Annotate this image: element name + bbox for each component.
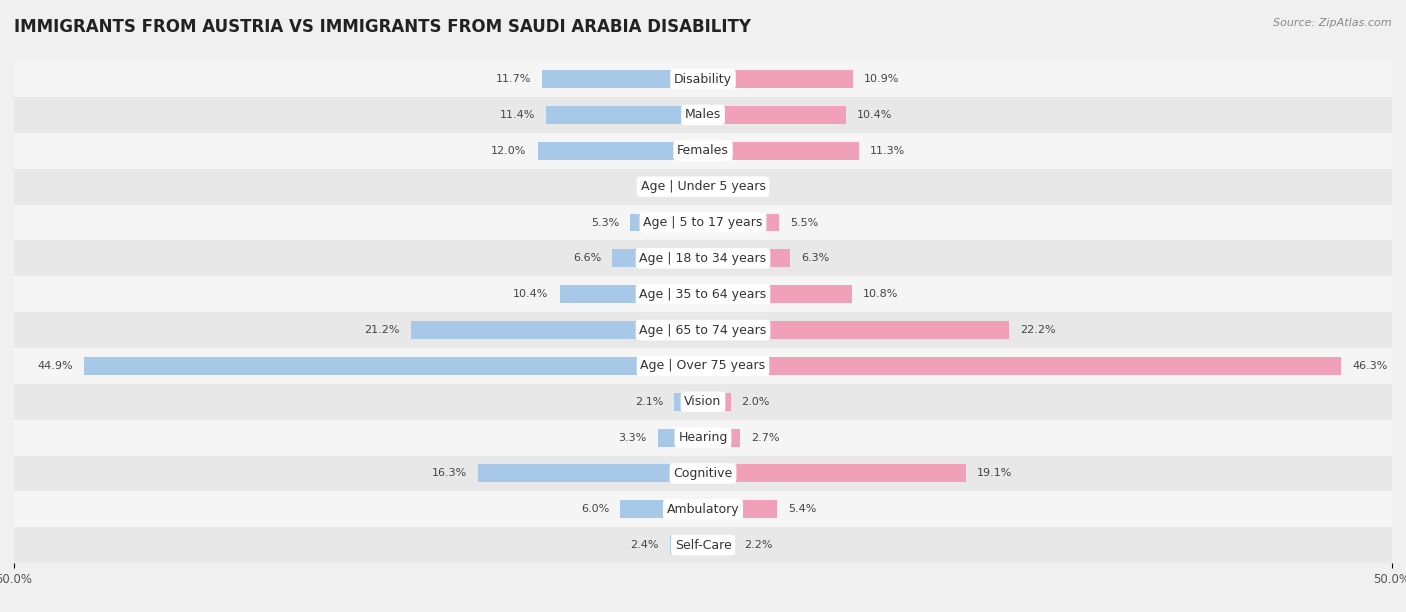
Text: 12.0%: 12.0% bbox=[491, 146, 527, 156]
Bar bbox=[546, 106, 703, 124]
Bar bbox=[703, 250, 790, 267]
Bar bbox=[14, 276, 1392, 312]
Text: 3.3%: 3.3% bbox=[619, 433, 647, 442]
Text: 2.2%: 2.2% bbox=[744, 540, 773, 550]
Bar bbox=[703, 177, 720, 196]
Bar bbox=[14, 97, 1392, 133]
Text: 44.9%: 44.9% bbox=[38, 361, 73, 371]
Text: 11.7%: 11.7% bbox=[495, 74, 531, 84]
Bar bbox=[703, 357, 1341, 375]
Text: 10.4%: 10.4% bbox=[513, 289, 548, 299]
Bar bbox=[703, 106, 846, 124]
Bar bbox=[703, 142, 859, 160]
Text: 6.0%: 6.0% bbox=[581, 504, 609, 514]
Text: 22.2%: 22.2% bbox=[1019, 325, 1056, 335]
Bar bbox=[703, 285, 852, 303]
Bar bbox=[541, 70, 703, 88]
Bar bbox=[14, 491, 1392, 527]
Text: Age | 5 to 17 years: Age | 5 to 17 years bbox=[644, 216, 762, 229]
Text: 1.2%: 1.2% bbox=[731, 182, 759, 192]
Text: 16.3%: 16.3% bbox=[432, 468, 467, 479]
Text: Self-Care: Self-Care bbox=[675, 539, 731, 551]
Bar bbox=[14, 384, 1392, 420]
Bar bbox=[673, 393, 703, 411]
Bar bbox=[478, 465, 703, 482]
Bar bbox=[703, 536, 734, 554]
Text: 11.3%: 11.3% bbox=[870, 146, 905, 156]
Text: 2.1%: 2.1% bbox=[634, 397, 664, 407]
Text: Age | Under 5 years: Age | Under 5 years bbox=[641, 180, 765, 193]
Text: 2.0%: 2.0% bbox=[741, 397, 770, 407]
Bar bbox=[703, 70, 853, 88]
Text: 21.2%: 21.2% bbox=[364, 325, 399, 335]
Bar bbox=[14, 61, 1392, 97]
Bar bbox=[703, 393, 731, 411]
Bar bbox=[84, 357, 703, 375]
Bar bbox=[703, 465, 966, 482]
Bar bbox=[14, 169, 1392, 204]
Text: Females: Females bbox=[678, 144, 728, 157]
Bar bbox=[537, 142, 703, 160]
Text: Age | 65 to 74 years: Age | 65 to 74 years bbox=[640, 324, 766, 337]
Text: 11.4%: 11.4% bbox=[499, 110, 534, 120]
Text: Hearing: Hearing bbox=[678, 431, 728, 444]
Text: Age | 18 to 34 years: Age | 18 to 34 years bbox=[640, 252, 766, 265]
Text: 10.8%: 10.8% bbox=[863, 289, 898, 299]
Text: Source: ZipAtlas.com: Source: ZipAtlas.com bbox=[1274, 18, 1392, 28]
Bar bbox=[14, 420, 1392, 455]
Text: Vision: Vision bbox=[685, 395, 721, 408]
Text: Age | Over 75 years: Age | Over 75 years bbox=[641, 359, 765, 372]
Text: 2.4%: 2.4% bbox=[630, 540, 659, 550]
Text: 5.4%: 5.4% bbox=[789, 504, 817, 514]
Bar bbox=[703, 214, 779, 231]
Text: 5.3%: 5.3% bbox=[591, 217, 619, 228]
Text: Cognitive: Cognitive bbox=[673, 467, 733, 480]
Text: 6.3%: 6.3% bbox=[801, 253, 830, 263]
Text: IMMIGRANTS FROM AUSTRIA VS IMMIGRANTS FROM SAUDI ARABIA DISABILITY: IMMIGRANTS FROM AUSTRIA VS IMMIGRANTS FR… bbox=[14, 18, 751, 36]
Text: Males: Males bbox=[685, 108, 721, 121]
Text: Disability: Disability bbox=[673, 73, 733, 86]
Text: 10.4%: 10.4% bbox=[858, 110, 893, 120]
Text: Age | 35 to 64 years: Age | 35 to 64 years bbox=[640, 288, 766, 300]
Bar bbox=[411, 321, 703, 339]
Bar bbox=[14, 241, 1392, 276]
Bar bbox=[14, 204, 1392, 241]
Text: 1.3%: 1.3% bbox=[645, 182, 673, 192]
Bar bbox=[658, 428, 703, 447]
Bar bbox=[685, 177, 703, 196]
Bar bbox=[703, 428, 740, 447]
Bar bbox=[14, 133, 1392, 169]
Bar bbox=[560, 285, 703, 303]
Text: 2.7%: 2.7% bbox=[751, 433, 780, 442]
Bar bbox=[14, 455, 1392, 491]
Bar bbox=[669, 536, 703, 554]
Bar bbox=[14, 527, 1392, 563]
Text: Ambulatory: Ambulatory bbox=[666, 503, 740, 516]
Bar bbox=[703, 501, 778, 518]
Bar bbox=[612, 250, 703, 267]
Text: 19.1%: 19.1% bbox=[977, 468, 1012, 479]
Text: 5.5%: 5.5% bbox=[790, 217, 818, 228]
Bar bbox=[14, 312, 1392, 348]
Bar bbox=[14, 348, 1392, 384]
Bar bbox=[703, 321, 1010, 339]
Bar bbox=[630, 214, 703, 231]
Text: 46.3%: 46.3% bbox=[1353, 361, 1388, 371]
Text: 6.6%: 6.6% bbox=[572, 253, 600, 263]
Bar bbox=[620, 501, 703, 518]
Text: 10.9%: 10.9% bbox=[865, 74, 900, 84]
